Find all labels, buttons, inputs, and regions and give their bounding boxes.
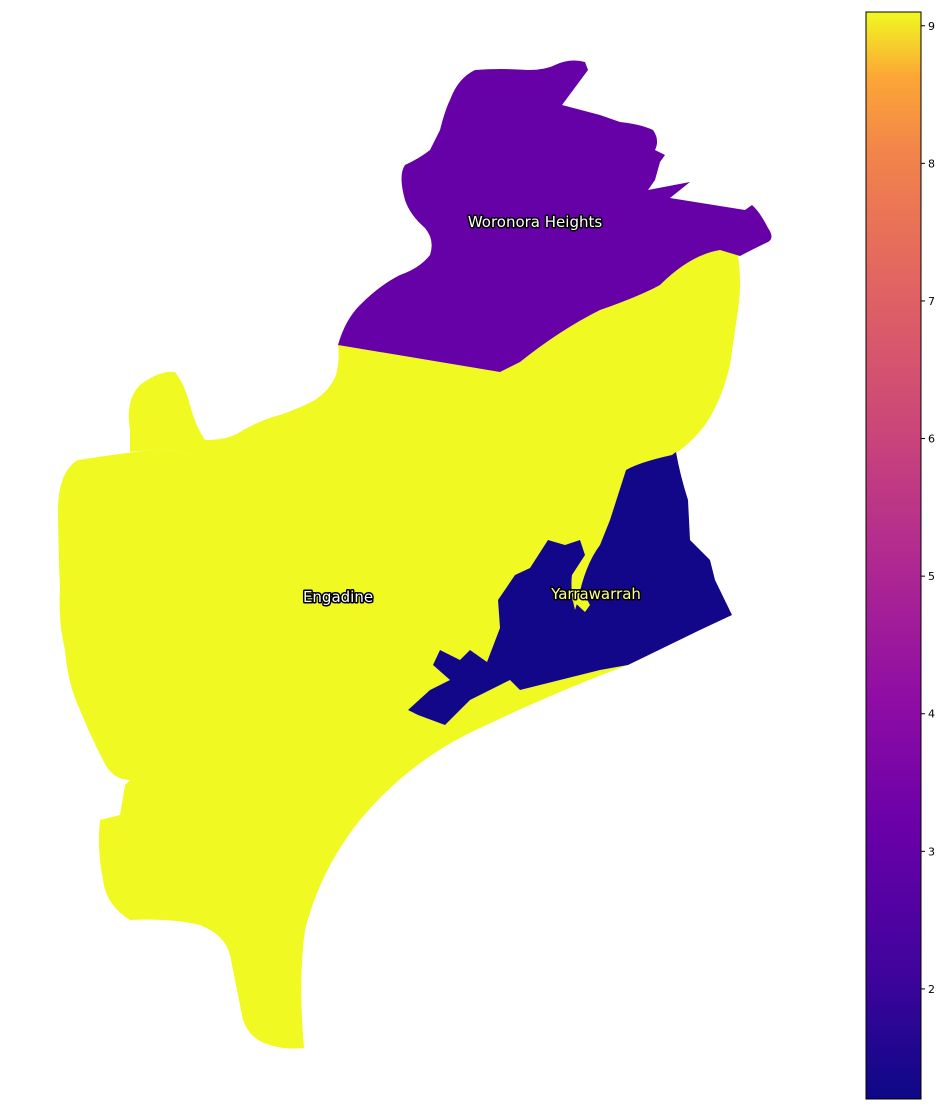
colorbar-gradient <box>865 11 922 1100</box>
region-engadine-north-lobe <box>128 371 205 455</box>
region-yarrawarrah <box>408 452 732 725</box>
colorbar-tick-label: 4 <box>928 708 935 721</box>
colorbar-tick-label: 8 <box>928 157 935 170</box>
colorbar-tick-label: 6 <box>928 433 935 446</box>
colorbar-tick-label: 9 <box>928 20 935 33</box>
colorbar-tick-label: 2 <box>928 983 935 996</box>
colorbar-tick-label: 7 <box>928 295 935 308</box>
region-woronora-heights <box>338 60 772 372</box>
region-label-engadine: Engadine <box>303 588 373 606</box>
region-label-woronora-heights: Woronora Heights <box>468 213 603 231</box>
region-label-yarrawarrah: Yarrawarrah <box>550 585 641 603</box>
colorbar-ticks: 2 3 4 5 6 7 8 9 <box>921 20 935 996</box>
colorbar: 2 3 4 5 6 7 8 9 <box>865 11 935 1100</box>
colorbar-tick-label: 3 <box>928 845 935 858</box>
colorbar-tick-label: 5 <box>928 570 935 583</box>
region-engadine <box>58 250 740 1049</box>
region-engadine-inlet <box>572 590 590 612</box>
